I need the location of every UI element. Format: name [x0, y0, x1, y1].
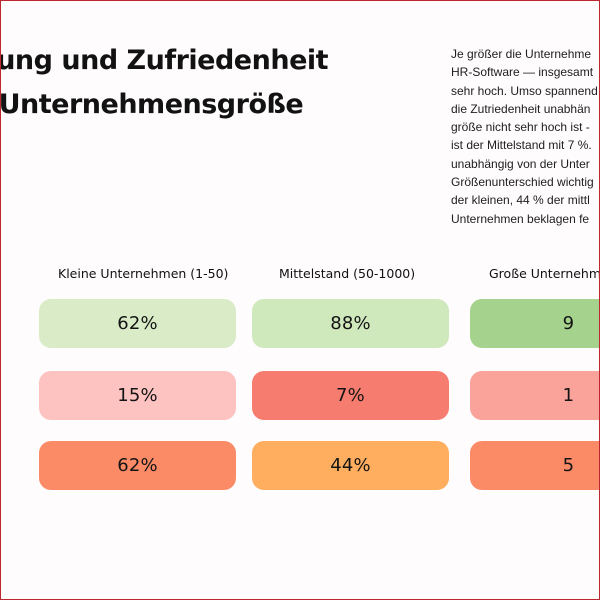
description-line: Je größer die Unternehme	[451, 47, 592, 61]
description-line: unabhängig von der Unter	[451, 156, 590, 171]
value-cell: 7%	[252, 371, 449, 420]
value-cell: 88%	[252, 299, 449, 348]
value-cell: 1	[470, 371, 599, 420]
title-line-1: zung und Zufriedenheit	[0, 45, 329, 76]
description-line: sehr hoch. Umso spannend	[451, 83, 598, 98]
slide-title: zung und Zufriedenheit n Unternehmensgrö…	[1, 39, 421, 127]
description-line: HR-Software — insgesamt	[451, 65, 594, 80]
value-cell: 62%	[39, 299, 236, 348]
description-line: Größenunterschied wichtig	[451, 175, 594, 190]
description-line: Unternehmen beklagen fe	[451, 211, 590, 226]
description-line: die Zutriedenheit unabhän	[451, 101, 591, 116]
value-cell: 15%	[39, 371, 236, 420]
description-line: der kleinen, 44 % der mittl	[451, 193, 590, 208]
description-text: Je größer die Unternehme HR-Software — i…	[451, 45, 599, 228]
value-cell: 9	[470, 299, 599, 348]
title-line-2: n Unternehmensgröße	[0, 89, 304, 120]
column-header-small-companies: Kleine Unternehmen (1-50)	[58, 266, 229, 281]
column-header-large-companies: Große Unternehm	[489, 266, 600, 281]
value-cell: 44%	[252, 441, 449, 490]
column-header-midsize: Mittelstand (50-1000)	[279, 266, 416, 281]
description-line: ist der Mittelstand mit 7 %.	[451, 138, 592, 153]
value-cell: 5	[470, 441, 599, 490]
description-line: größe nicht sehr hoch ist -	[451, 120, 590, 135]
value-cell: 62%	[39, 441, 236, 490]
